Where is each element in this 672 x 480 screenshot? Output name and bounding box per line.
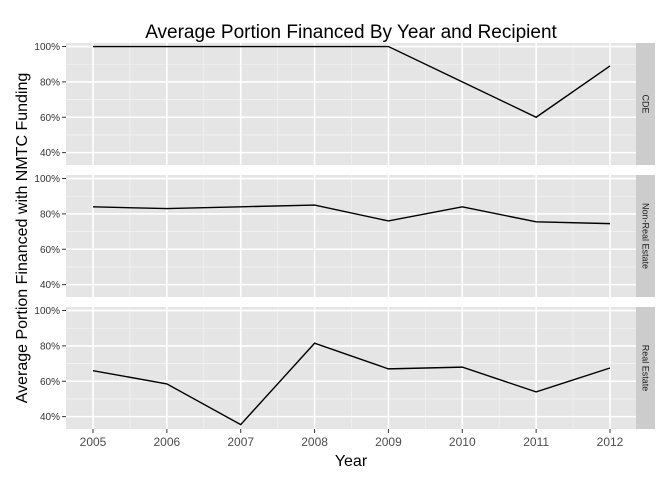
y-tick-label: 100% bbox=[34, 174, 60, 185]
x-tick-label: 2006 bbox=[154, 435, 181, 449]
x-tick-label: 2007 bbox=[227, 435, 254, 449]
facet-strip bbox=[636, 307, 655, 429]
series-line bbox=[92, 342, 611, 426]
facet-panel: 40% 60% 80% 100% Real Estate bbox=[34, 306, 655, 429]
x-tick-label: 2010 bbox=[449, 435, 476, 449]
facet-strip-label: Non-Real Estate bbox=[641, 203, 651, 269]
chart-title: Average Portion Financed By Year and Rec… bbox=[145, 22, 557, 43]
x-tick-label: 2009 bbox=[375, 435, 402, 449]
facet-strip bbox=[636, 175, 655, 297]
panel-background bbox=[66, 175, 636, 297]
panel-background bbox=[66, 43, 636, 165]
facet-panels: 40% 60% 80% 100% CDE 40% 60% 80% 100% Non-Real Es… bbox=[34, 42, 655, 429]
panel-background bbox=[66, 307, 636, 429]
facet-strip-label: CDE bbox=[641, 94, 651, 113]
y-tick-label: 40% bbox=[40, 412, 60, 423]
x-tick-label: 2008 bbox=[301, 435, 328, 449]
facet-panel: 40% 60% 80% 100% CDE bbox=[34, 42, 655, 165]
facet-strip-label: Real Estate bbox=[641, 345, 651, 392]
series-line bbox=[92, 204, 611, 225]
y-tick-label: 60% bbox=[40, 245, 60, 256]
y-tick-label: 40% bbox=[40, 148, 60, 159]
series-line bbox=[93, 45, 611, 119]
x-tick-label: 2005 bbox=[80, 435, 107, 449]
y-axis-title: Average Portion Financed with NMTC Fundi… bbox=[14, 73, 31, 404]
x-axis-ticks: 2005 2006 2007 2008 2009 2010 2011 2012 bbox=[80, 429, 624, 449]
facet-panel: 40% 60% 80% 100% Non-Real Estate bbox=[34, 174, 655, 297]
y-tick-label: 100% bbox=[34, 42, 60, 53]
y-tick-label: 80% bbox=[40, 77, 60, 88]
x-axis-title: Year bbox=[335, 453, 368, 470]
y-tick-label: 60% bbox=[40, 113, 60, 124]
y-tick-label: 80% bbox=[40, 341, 60, 352]
y-tick-label: 40% bbox=[40, 280, 60, 291]
y-tick-label: 100% bbox=[34, 306, 60, 317]
x-tick-label: 2012 bbox=[597, 435, 624, 449]
y-tick-label: 60% bbox=[40, 377, 60, 388]
x-tick-label: 2011 bbox=[523, 435, 549, 449]
y-tick-label: 80% bbox=[40, 209, 60, 220]
facet-strip bbox=[636, 43, 655, 165]
